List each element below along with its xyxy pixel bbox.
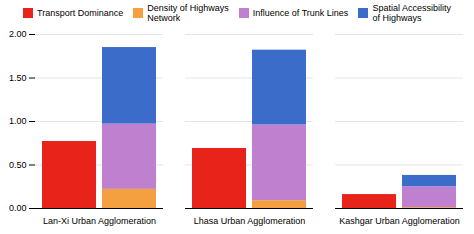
- svg-text:2.00: 2.00: [9, 29, 27, 39]
- svg-text:Lan-Xi Urban Agglomeration: Lan-Xi Urban Agglomeration: [43, 216, 156, 226]
- svg-text:0.00: 0.00: [9, 203, 27, 213]
- html-text:Influence of Trunk Lines: Influence of Trunk Lines: [252, 8, 349, 19]
- html-text:Transport Dominance: Transport Dominance: [37, 8, 124, 19]
- svg-text:1.00: 1.00: [9, 116, 27, 126]
- svg-text:0.50: 0.50: [9, 160, 27, 170]
- svg-text:1.50: 1.50: [9, 73, 27, 83]
- html-text:Spatial Accessibility of Highw: Spatial Accessibility of Highways: [372, 3, 451, 24]
- svg-text:Kashgar Urban Agglomeration: Kashgar Urban Agglomeration: [339, 216, 460, 226]
- html-text:Density of Highways Network: Density of Highways Network: [147, 3, 229, 24]
- svg-text:Lhasa Urban Agglomeration: Lhasa Urban Agglomeration: [194, 216, 306, 226]
